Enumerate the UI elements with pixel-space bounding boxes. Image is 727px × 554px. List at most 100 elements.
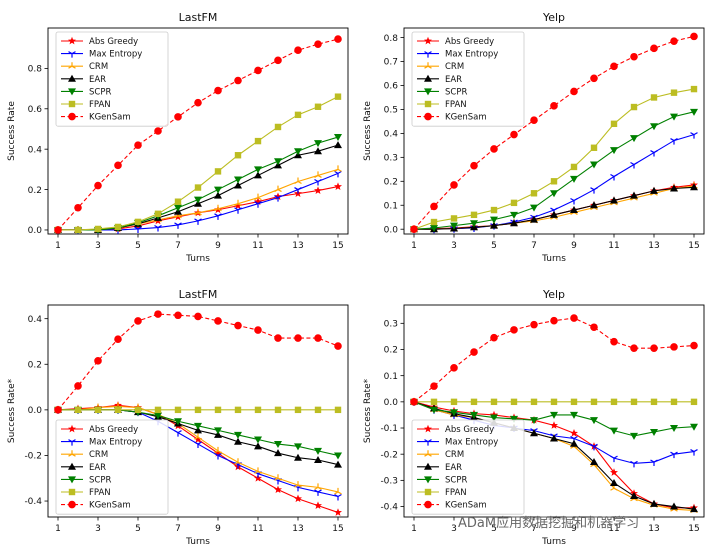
data-point — [274, 56, 282, 65]
data-point — [650, 44, 658, 53]
data-point — [650, 123, 658, 131]
y-axis-label: Success Rate — [363, 101, 373, 161]
data-point — [450, 398, 458, 406]
data-point — [134, 226, 142, 233]
data-point — [194, 184, 202, 191]
y-axis-label: Success Rate — [7, 101, 17, 161]
data-point — [430, 225, 438, 233]
data-point — [194, 98, 202, 107]
data-point — [214, 86, 222, 95]
data-point — [94, 406, 102, 414]
data-point — [314, 147, 322, 155]
data-point — [570, 398, 578, 406]
x-tick-label: 9 — [571, 524, 577, 534]
series-scpr — [410, 108, 698, 234]
data-point — [590, 161, 598, 169]
data-point — [314, 103, 322, 110]
data-point — [650, 94, 658, 101]
legend-box — [411, 31, 525, 127]
series-kgensam — [54, 310, 342, 414]
data-point — [690, 449, 698, 456]
data-point — [274, 441, 282, 449]
legend-marker — [68, 51, 76, 58]
legend-marker — [68, 488, 76, 496]
data-point — [610, 120, 618, 128]
data-point — [214, 317, 222, 325]
data-point — [630, 103, 638, 111]
data-point — [550, 434, 558, 442]
legend-label: KGenSam — [89, 501, 131, 511]
data-point — [670, 398, 678, 406]
x-tick-label: 11 — [252, 241, 263, 251]
x-tick-label: 7 — [531, 241, 537, 251]
y-tick-label: -0.2 — [24, 452, 42, 462]
data-point — [490, 206, 498, 214]
legend-label: FPAN — [445, 488, 467, 498]
data-point — [490, 410, 498, 419]
legend-label: CRM — [89, 450, 108, 460]
legend-label: SCPR — [445, 475, 467, 485]
data-point — [630, 398, 638, 406]
data-point — [650, 499, 658, 507]
data-point — [610, 196, 618, 204]
legend-marker — [424, 439, 432, 446]
x-tick-label: 9 — [215, 241, 221, 251]
data-point — [630, 344, 638, 352]
data-point — [630, 135, 638, 143]
data-point — [274, 485, 282, 494]
data-point — [274, 195, 282, 202]
x-tick-label: 5 — [491, 241, 497, 251]
x-axis-label: Turns — [185, 537, 210, 547]
data-point — [74, 226, 82, 234]
data-point — [430, 218, 438, 226]
data-point — [450, 364, 458, 372]
data-point — [54, 226, 62, 234]
data-point — [194, 406, 202, 414]
legend-label: Max Entropy — [445, 438, 498, 448]
y-tick-label: 0.8 — [384, 34, 399, 44]
data-point — [334, 493, 342, 501]
data-point — [590, 74, 598, 83]
plot-frame — [403, 27, 705, 235]
data-point — [294, 46, 302, 55]
x-tick-label: 9 — [571, 241, 577, 251]
legend-label: Max Entropy — [445, 50, 498, 60]
legend-marker — [424, 476, 432, 484]
data-point — [314, 501, 322, 509]
data-point — [194, 422, 202, 430]
data-point — [214, 452, 222, 460]
data-point — [314, 483, 322, 490]
data-point — [134, 141, 142, 149]
legend-marker — [68, 100, 76, 108]
data-point — [450, 181, 458, 189]
data-point — [214, 204, 222, 212]
data-point — [334, 35, 342, 43]
legend-label: FPAN — [445, 100, 467, 110]
x-tick-label: 13 — [292, 241, 303, 251]
data-point — [114, 223, 122, 231]
data-point — [590, 417, 598, 425]
data-point — [314, 406, 322, 414]
plot-frame — [403, 304, 705, 518]
legend-marker — [424, 62, 432, 69]
data-point — [194, 441, 202, 449]
data-point — [94, 225, 102, 233]
legend-label: EAR — [89, 75, 106, 85]
data-point — [254, 201, 262, 208]
x-axis-label: Turns — [185, 254, 210, 264]
data-point — [254, 166, 262, 174]
data-point — [590, 458, 598, 466]
data-point — [294, 406, 302, 414]
data-point — [690, 341, 698, 350]
data-point — [550, 411, 558, 419]
y-tick-label: 0.7 — [384, 58, 398, 68]
data-point — [294, 494, 302, 503]
data-point — [194, 426, 202, 434]
series-kgensam — [54, 35, 342, 234]
legend-marker — [424, 88, 432, 96]
data-point — [134, 317, 142, 325]
x-tick-label: 3 — [95, 524, 101, 534]
data-point — [334, 487, 342, 495]
data-point — [630, 432, 638, 440]
